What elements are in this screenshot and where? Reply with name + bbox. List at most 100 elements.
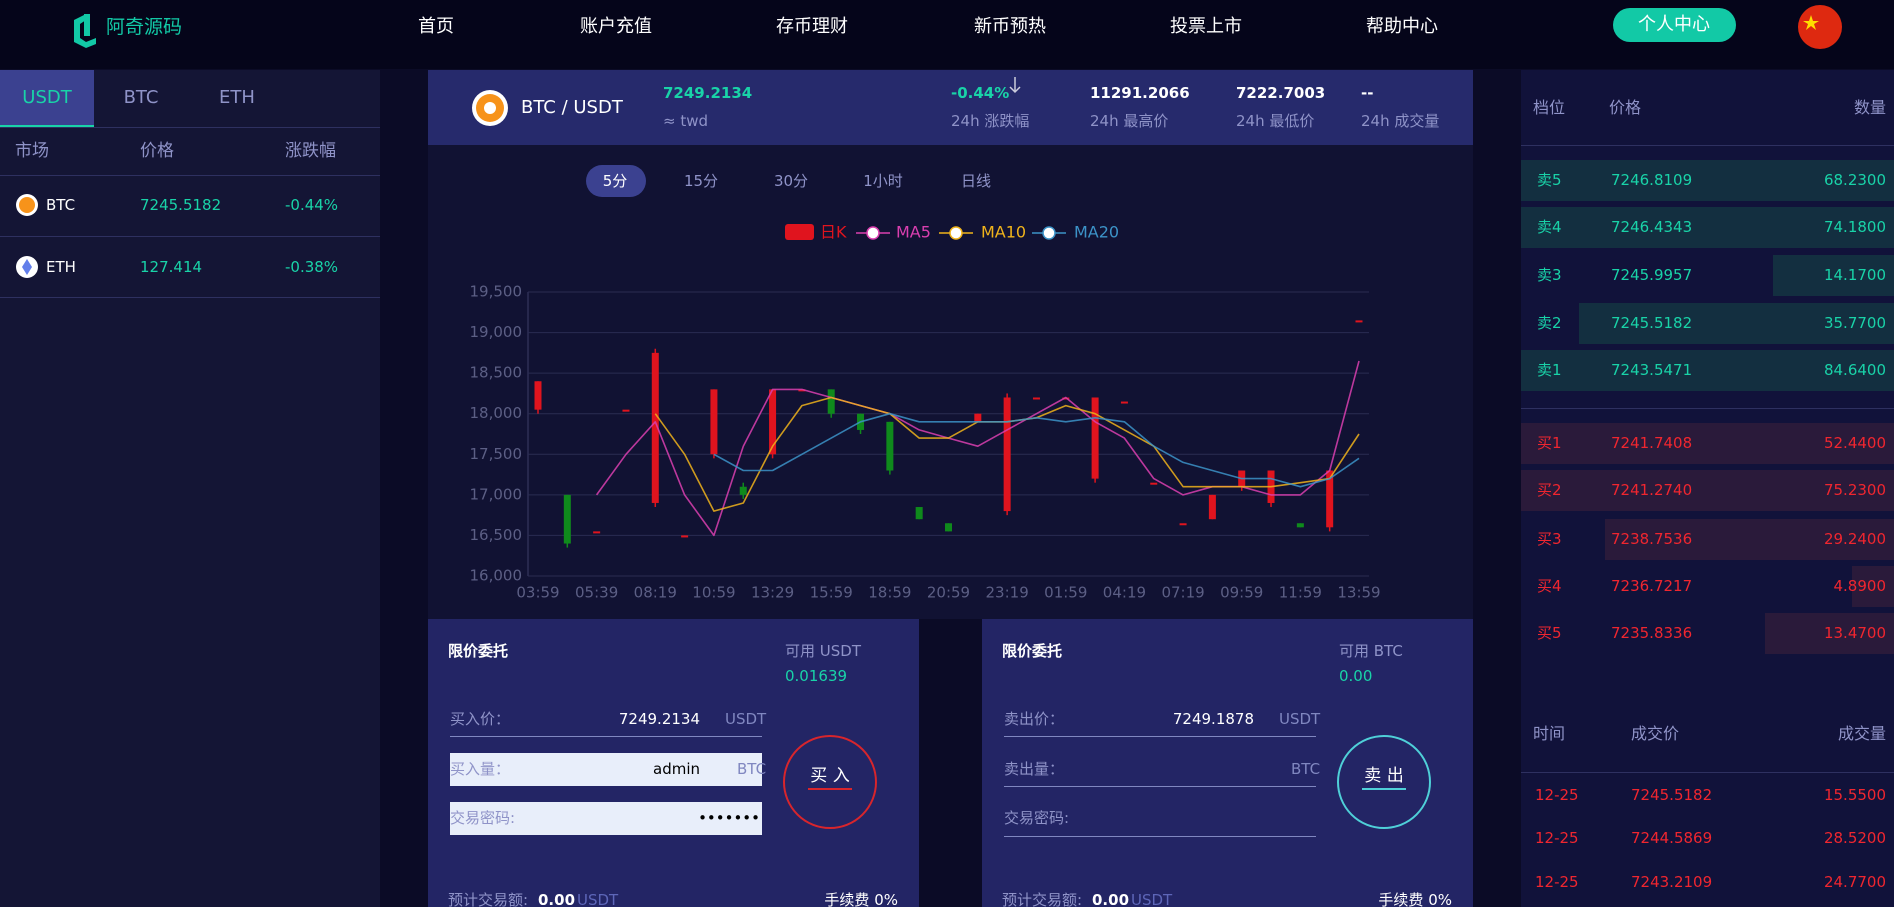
level: 买4 [1537, 577, 1562, 595]
interval-tab[interactable]: 5分 [602, 172, 628, 190]
divider [0, 236, 380, 237]
divider [0, 127, 380, 128]
market-tab-active[interactable] [0, 70, 94, 127]
fee: 手续费 0% [824, 891, 898, 907]
legend-marker [949, 226, 963, 240]
buy-button[interactable] [783, 735, 877, 829]
nav-link[interactable]: 存币理财 [776, 16, 848, 37]
y-tick-label: 18,000 [470, 404, 523, 422]
column-header: 档位 [1533, 98, 1566, 117]
total-unit: USDT [577, 891, 619, 907]
market-tab[interactable]: BTC [123, 87, 159, 108]
depth-bar [1773, 255, 1894, 296]
ask-price: 7246.4343 [1611, 218, 1693, 236]
depth-bar [1605, 519, 1894, 560]
x-tick-label: 23:19 [986, 584, 1029, 602]
field-label: 卖出价： [1004, 710, 1065, 728]
market-tab[interactable]: ETH [219, 87, 255, 108]
interval-tab[interactable]: 30分 [773, 172, 809, 190]
input-line [1004, 736, 1316, 737]
total-label: 预计交易额: [448, 891, 529, 907]
submit-label[interactable]: 卖 出 [1364, 766, 1404, 786]
bid-price: 7241.2740 [1611, 481, 1693, 499]
available-label: 可用 BTC [1339, 642, 1403, 660]
x-tick-label: 13:29 [751, 584, 794, 602]
stat-value: -- [1361, 84, 1374, 102]
market-name[interactable]: BTC [46, 196, 76, 214]
depth-bar [1765, 613, 1894, 654]
bid-price: 7236.7217 [1611, 577, 1693, 595]
depth-bar [1521, 423, 1894, 464]
legend-marker [866, 226, 880, 240]
market-name[interactable]: ETH [46, 258, 76, 276]
interval-tab[interactable]: 1小时 [863, 172, 903, 190]
candle-body [1326, 470, 1334, 528]
ask-amount: 14.1700 [1823, 266, 1886, 284]
nav-link[interactable]: 新币预热 [974, 16, 1046, 37]
x-tick-label: 11:59 [1279, 584, 1322, 602]
nav-link[interactable]: 帮助中心 [1366, 16, 1438, 37]
bid-amount: 52.4400 [1823, 434, 1886, 452]
candle-body [651, 352, 659, 503]
flag-icon [1798, 5, 1842, 49]
total-value: 0.00 [1092, 891, 1130, 907]
legend-marker [1042, 226, 1056, 240]
trade-amount: 24.7700 [1823, 873, 1886, 891]
interval-tab[interactable]: 日线 [960, 172, 992, 190]
level: 卖2 [1537, 314, 1562, 332]
field-value[interactable]: 7249.2134 [618, 710, 700, 728]
candle-body [827, 389, 835, 414]
submit-label[interactable]: 买 入 [810, 766, 850, 786]
field-label: 买入量： [450, 760, 511, 778]
bid-amount: 75.2300 [1823, 481, 1886, 499]
x-tick-label: 04:19 [1103, 584, 1146, 602]
column-header: 成交量 [1837, 724, 1886, 743]
candle-body [1355, 320, 1363, 323]
fee: 手续费 0% [1378, 891, 1452, 907]
input-line [1004, 836, 1316, 837]
field-label: 交易密码: [450, 809, 516, 827]
sell-button[interactable] [1337, 735, 1431, 829]
x-tick-label: 10:59 [692, 584, 735, 602]
nav-link[interactable]: 首页 [418, 16, 454, 37]
field-value[interactable]: admin [653, 760, 700, 778]
level: 卖1 [1537, 361, 1562, 379]
user-button[interactable] [1613, 8, 1736, 42]
nav-link[interactable]: 投票上市 [1170, 16, 1242, 37]
input-box[interactable] [450, 753, 762, 786]
level: 买1 [1537, 434, 1562, 452]
input-box[interactable] [450, 802, 762, 835]
market-change: -0.38% [285, 258, 339, 276]
depth-bar [1521, 207, 1894, 248]
available-value: 0.00 [1339, 667, 1373, 685]
divider [0, 175, 380, 176]
bid-price: 7238.7536 [1611, 530, 1693, 548]
y-tick-label: 18,500 [470, 364, 523, 382]
candle-body [1150, 482, 1158, 485]
column-header: 数量 [1853, 98, 1886, 117]
stat-label: 24h 最高价 [1090, 112, 1169, 130]
divider [1521, 408, 1894, 409]
candle-body [1003, 397, 1011, 512]
legend-swatch [785, 224, 814, 240]
field-value[interactable]: 7249.1878 [1172, 710, 1254, 728]
divider [0, 297, 380, 298]
level: 卖4 [1537, 218, 1562, 236]
interval-tab[interactable]: 15分 [683, 172, 719, 190]
input-line [450, 736, 762, 737]
divider [1521, 145, 1894, 146]
brand: 阿奇源码 [106, 16, 183, 38]
nav-link[interactable]: 账户充值 [580, 16, 652, 37]
tab-active[interactable] [586, 165, 646, 197]
bid-price: 7241.7408 [1611, 434, 1693, 452]
user-button-label[interactable]: 个人中心 [1638, 14, 1710, 35]
level: 买3 [1537, 530, 1562, 548]
pair: BTC / USDT [521, 97, 623, 118]
field-unit: USDT [1279, 710, 1321, 728]
field-value[interactable]: ••••••• [698, 809, 760, 827]
depth-bar [1521, 470, 1894, 511]
candle-body [769, 389, 777, 455]
btc-icon [16, 194, 38, 216]
chart-panel [428, 145, 1473, 619]
market-tab[interactable]: USDT [22, 87, 72, 108]
